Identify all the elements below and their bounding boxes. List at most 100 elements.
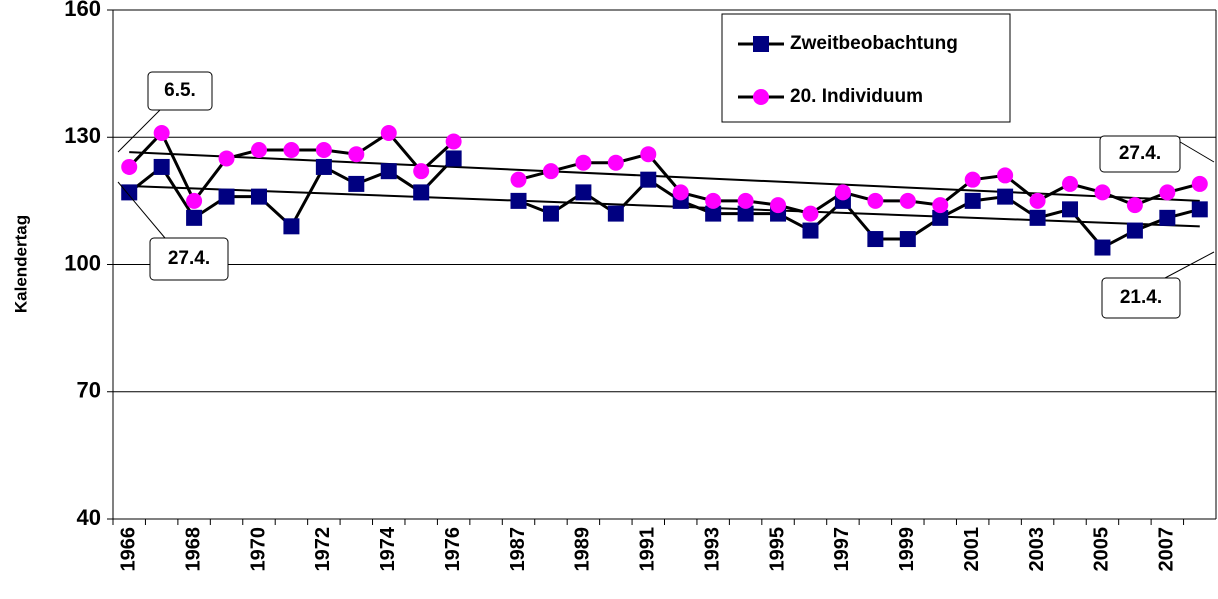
data-point [737, 205, 754, 222]
data-point [413, 163, 430, 180]
data-point [153, 158, 170, 175]
data-point [705, 205, 722, 222]
data-point [964, 171, 981, 188]
data-point [997, 188, 1014, 205]
callout-label: 27.4. [168, 248, 210, 269]
data-point [380, 163, 397, 180]
data-point [283, 218, 300, 235]
data-point [250, 188, 267, 205]
legend-box [721, 13, 1011, 123]
callout-box [1101, 277, 1181, 319]
x-tick-label: 1966 [118, 527, 140, 572]
data-point [834, 184, 851, 201]
y-tick-label: 100 [64, 250, 101, 275]
callout-label: 27.4. [1119, 143, 1161, 164]
y-tick-label: 130 [64, 123, 101, 148]
x-tick-label: 1995 [766, 527, 788, 572]
y-tick-label: 70 [77, 378, 101, 403]
callout-pointer [117, 109, 161, 153]
data-point [510, 171, 527, 188]
data-point [1029, 192, 1046, 209]
data-point [867, 231, 884, 248]
data-point [283, 141, 300, 158]
data-point [218, 150, 235, 167]
data-point [380, 125, 397, 142]
x-tick-label: 1989 [572, 527, 594, 572]
data-point [1191, 175, 1208, 192]
x-tick-label: 1987 [507, 527, 529, 572]
data-point [1191, 201, 1208, 218]
callout-box [149, 237, 229, 281]
data-point [218, 188, 235, 205]
data-point [575, 154, 592, 171]
data-point [1062, 175, 1079, 192]
x-tick-label: 2007 [1156, 527, 1178, 572]
data-point [640, 171, 657, 188]
data-point [1159, 184, 1176, 201]
data-point [542, 163, 559, 180]
data-point [1126, 222, 1143, 239]
x-tick-label: 1997 [831, 527, 853, 572]
data-point [348, 146, 365, 163]
data-point [315, 141, 332, 158]
data-point [413, 184, 430, 201]
x-tick-label: 2005 [1091, 527, 1113, 572]
data-point [121, 184, 138, 201]
data-point [607, 205, 624, 222]
callout-label: 21.4. [1120, 287, 1162, 308]
trend-line [129, 185, 1200, 228]
data-point [672, 184, 689, 201]
data-point [932, 209, 949, 226]
data-point [1126, 197, 1143, 214]
x-tick-label: 2003 [1026, 527, 1048, 572]
data-point [445, 133, 462, 150]
data-point [640, 146, 657, 163]
data-point [705, 192, 722, 209]
data-point [899, 192, 916, 209]
data-point [445, 150, 462, 167]
data-point [348, 175, 365, 192]
data-point [997, 167, 1014, 184]
data-point [250, 141, 267, 158]
data-point [1062, 201, 1079, 218]
y-axis-label: Kalendertag [11, 215, 30, 313]
callout-label: 6.5. [164, 80, 196, 101]
data-point [1094, 184, 1111, 201]
legend-marker [753, 89, 769, 105]
callout-pointer [1164, 251, 1215, 279]
legend-label: 20. Individuum [790, 86, 923, 107]
callout-box [147, 71, 213, 111]
data-point [802, 222, 819, 239]
data-point [510, 192, 527, 209]
data-point [186, 209, 203, 226]
x-tick-label: 1999 [896, 527, 918, 572]
data-point [1159, 209, 1176, 226]
legend-label: Zweitbeobachtung [790, 33, 958, 54]
data-point [932, 197, 949, 214]
data-point [153, 125, 170, 142]
data-point [964, 192, 981, 209]
data-point [542, 205, 559, 222]
x-tick-label: 1993 [701, 527, 723, 572]
data-point [1094, 239, 1111, 256]
data-point [899, 231, 916, 248]
data-point [315, 158, 332, 175]
y-tick-label: 160 [64, 0, 101, 21]
x-tick-label: 1991 [637, 527, 659, 572]
y-tick-label: 40 [77, 505, 101, 530]
data-point [607, 154, 624, 171]
data-point [737, 192, 754, 209]
callout-pointer [117, 181, 166, 239]
x-tick-label: 1972 [312, 527, 334, 572]
trend-line [129, 151, 1200, 202]
legend-marker [753, 36, 769, 52]
callout-box [1099, 135, 1181, 173]
data-point [867, 192, 884, 209]
x-tick-label: 1976 [442, 527, 464, 572]
data-point [802, 205, 819, 222]
data-point [186, 192, 203, 209]
data-point [575, 184, 592, 201]
x-tick-label: 1968 [182, 527, 204, 572]
data-point [121, 158, 138, 175]
